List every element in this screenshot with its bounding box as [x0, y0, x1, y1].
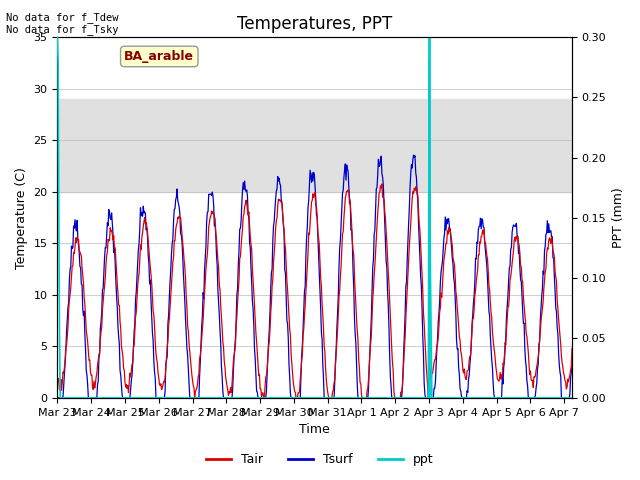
Bar — [58, 99, 572, 192]
Title: Temperatures, PPT: Temperatures, PPT — [237, 15, 392, 33]
Y-axis label: Temperature (C): Temperature (C) — [15, 167, 28, 269]
Text: No data for f_Tdew
No data for f_Tsky: No data for f_Tdew No data for f_Tsky — [6, 12, 119, 36]
Y-axis label: PPT (mm): PPT (mm) — [612, 187, 625, 248]
X-axis label: Time: Time — [300, 423, 330, 436]
Text: BA_arable: BA_arable — [124, 50, 195, 63]
Legend: Tair, Tsurf, ppt: Tair, Tsurf, ppt — [202, 448, 438, 471]
